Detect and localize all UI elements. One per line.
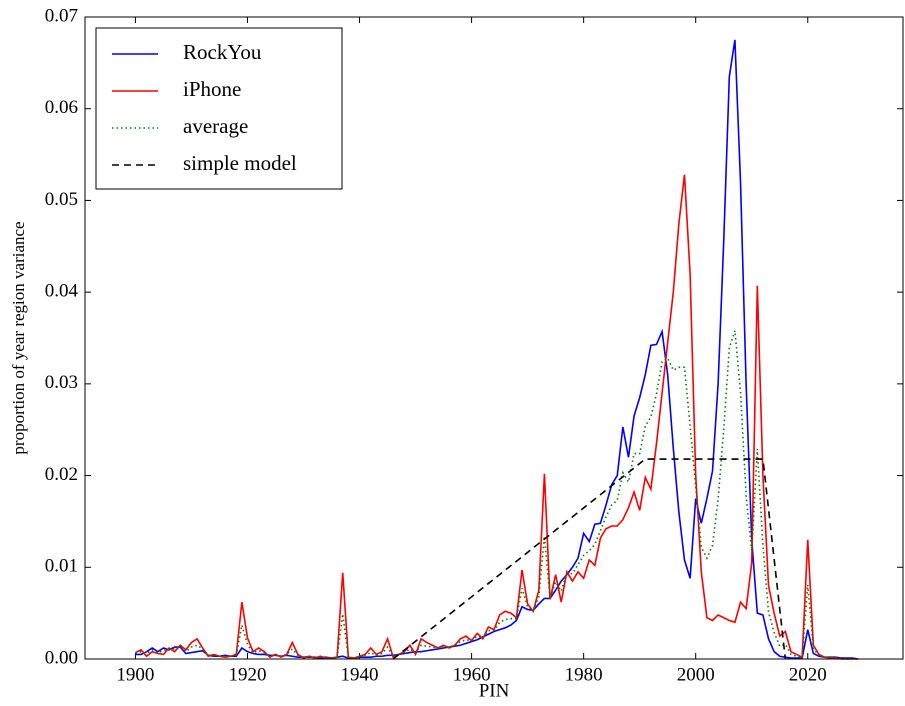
x-tick-label: 2020 [789,664,827,685]
y-tick-label: 0.03 [45,372,78,393]
y-tick-label: 0.06 [45,97,78,118]
series-line [135,330,859,660]
x-tick-label: 1900 [116,664,154,685]
x-tick-label: 1980 [565,664,603,685]
series-line [392,458,787,660]
x-tick-label: 1920 [228,664,266,685]
y-tick-label: 0.02 [45,464,78,485]
legend-label: simple model [183,151,297,175]
x-tick-label: 1960 [453,664,491,685]
y-axis-label: proportion of year region variance [9,221,28,454]
y-tick-label: 0.01 [45,556,78,577]
series-line [135,39,859,660]
x-tick-label: 1940 [341,664,379,685]
y-tick-label: 0.04 [45,281,79,302]
y-tick-label: 0.07 [45,5,78,26]
legend-label: iPhone [183,77,241,101]
legend-label: RockYou [183,40,262,64]
legend-label: average [183,114,248,138]
plot-frame [84,16,904,660]
x-axis-label: PIN [479,680,510,701]
y-tick-label: 0.05 [45,189,78,210]
series-line [135,174,859,660]
y-tick-label: 0.00 [45,647,78,668]
x-tick-label: 2000 [677,664,715,685]
legend-box [95,27,343,190]
